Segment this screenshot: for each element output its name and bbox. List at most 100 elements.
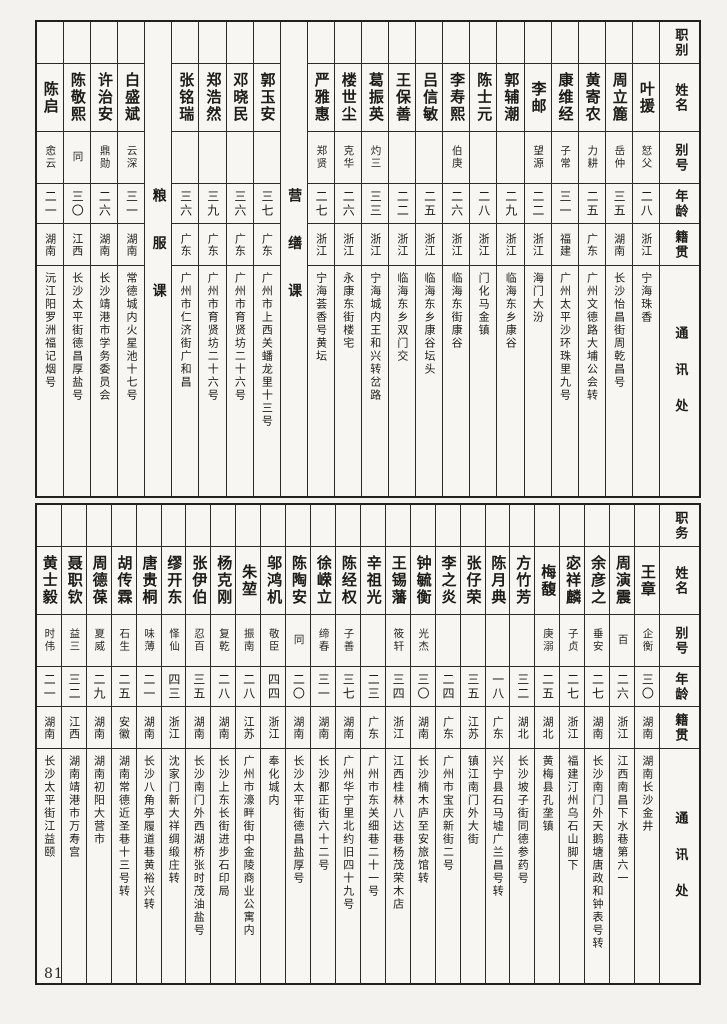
address-cell: 长沙太平街德昌盐厚号	[286, 749, 310, 983]
duty-cell	[585, 505, 610, 547]
age-cell-text: 二八	[241, 672, 256, 701]
name-cell-text: 陈士元	[475, 72, 494, 123]
address-cell: 长沙靖港市学务委员会	[91, 266, 117, 496]
origin-cell: 湖南	[311, 707, 336, 749]
origin-cell-text: 湖南	[192, 715, 206, 740]
alias-cell	[253, 132, 280, 184]
duty-cell	[610, 505, 635, 547]
name-cell-text: 梅馥	[539, 563, 558, 598]
alias-cell-text: 岳仲	[613, 145, 626, 170]
alias-cell-text: 敬臣	[267, 628, 280, 653]
alias-cell-text: 子常	[559, 145, 572, 170]
name-cell: 严雅惠	[307, 64, 334, 132]
page-number: 81	[44, 966, 64, 982]
person-column: 王保善 二二 浙江 临海东乡双门交	[388, 22, 416, 496]
alias-cell: 云深	[118, 132, 145, 184]
name-cell-text: 陈陶安	[290, 555, 308, 606]
address-cell: 长沙坡子街同德参药号	[510, 749, 534, 983]
alias-cell	[416, 132, 443, 184]
age-cell-text: 三五	[612, 189, 627, 218]
address-cell-text: 广州市东关细巷二十一号	[366, 755, 380, 898]
age-cell: 二八	[470, 184, 497, 224]
address-cell-text: 湖南长沙金井	[640, 755, 654, 833]
address-cell-text: 湖南靖港市万寿宫	[67, 755, 81, 859]
name-cell-text: 康维经	[556, 72, 575, 123]
alias-cell-text: 复乾	[217, 628, 230, 653]
address-cell-text: 长沙八角亭履道巷黄裕兴转	[142, 755, 156, 911]
age-cell: 三一	[551, 184, 578, 224]
person-column: 周立簏 岳仲 三五 湖南 长沙怡昌街周乾昌号	[604, 22, 632, 496]
address-cell: 广州太平沙环珠里九号	[552, 266, 578, 496]
age-cell-text: 四四	[266, 672, 281, 701]
address-cell: 长沙南门外西湖桥张时茂油盐号	[186, 749, 210, 983]
name-cell-text: 黄寄农	[583, 72, 602, 123]
alias-cell: 忍百	[186, 615, 211, 667]
age-cell-text: 二三	[366, 672, 381, 701]
age-cell-text: 二六	[97, 189, 112, 218]
alias-cell: 怿仙	[161, 615, 186, 667]
header-alias: 别号	[660, 132, 699, 184]
origin-cell-text: 浙江	[422, 232, 436, 257]
origin-cell: 广东	[172, 224, 199, 266]
age-cell-text: 二九	[503, 189, 518, 218]
duty-cell	[211, 505, 236, 547]
origin-cell-text: 湖南	[612, 232, 626, 257]
origin-cell: 浙江	[524, 224, 551, 266]
alias-cell: 同	[63, 132, 91, 184]
origin-cell: 广东	[578, 224, 605, 266]
name-cell-text: 陈经权	[339, 555, 358, 606]
address-cell-text: 临海东乡康谷	[504, 272, 518, 350]
name-cell: 邬鸿机	[261, 547, 286, 615]
age-cell: 二七	[560, 667, 585, 707]
origin-cell: 江苏	[236, 707, 261, 749]
age-cell: 二八	[236, 667, 261, 707]
address-cell: 海门大汾	[525, 266, 551, 496]
age-cell-text: 三六	[232, 189, 247, 218]
duty-cell	[443, 22, 470, 64]
person-column: 黄寄农 力耕 二五 广东 广州文德路大埔公会转	[577, 22, 605, 496]
person-column: 李邮 望源 二二 浙江 海门大汾	[523, 22, 551, 496]
duty-cell	[416, 22, 443, 64]
name-cell-text: 许治安	[95, 72, 114, 123]
name-cell: 张伊伯	[186, 547, 211, 615]
name-cell: 黄寄农	[578, 64, 605, 132]
origin-cell: 浙江	[560, 707, 585, 749]
name-cell-text: 余彦之	[589, 555, 608, 606]
person-column: 张伊伯 忍百 三五 湖南 长沙南门外西湖桥张时茂油盐号	[185, 505, 211, 983]
origin-cell: 浙江	[261, 707, 286, 749]
origin-cell-text: 浙江	[450, 232, 464, 257]
origin-cell-text: 浙江	[314, 232, 328, 257]
origin-cell: 江西	[61, 707, 86, 749]
origin-cell: 湖南	[336, 707, 360, 749]
person-column: 方竹芳 三二 湖北 长沙坡子街同德参药号	[509, 505, 535, 983]
name-cell: 白盛斌	[118, 64, 145, 132]
address-cell: 永康东街楼宅	[335, 266, 361, 496]
alias-cell-text: 力耕	[586, 145, 599, 170]
duty-cell	[307, 22, 334, 64]
name-cell: 葛振英	[361, 64, 389, 132]
name-cell-text: 郭玉安	[258, 72, 277, 123]
alias-cell: 垂安	[585, 615, 610, 667]
age-cell: 四四	[261, 667, 286, 707]
address-cell-text: 长沙楠木庐至安旅馆转	[416, 755, 430, 885]
address-cell-text: 长沙太平街德昌盐厚号	[291, 755, 305, 885]
name-cell: 周演震	[610, 547, 635, 615]
age-cell-text: 三九	[205, 189, 220, 218]
alias-cell	[485, 615, 510, 667]
origin-cell-text: 广东	[491, 715, 505, 740]
name-cell: 李寿熙	[443, 64, 470, 132]
alias-cell	[460, 615, 485, 667]
duty-cell	[497, 22, 524, 64]
header-column: 职别 姓名 别号 年龄 籍贯 通讯处	[659, 22, 699, 496]
age-cell-text: 三三	[368, 189, 383, 218]
name-cell-text: 葛振英	[366, 72, 385, 123]
address-cell-text: 兴宁县石马墟广兰昌号转	[491, 755, 505, 898]
age-cell-text: 三〇	[416, 672, 431, 701]
header-duty: 职别	[660, 22, 699, 64]
person-column: 白盛斌 云深 三一 湖南 常德城内火星池十七号	[117, 22, 145, 496]
person-column: 邬鸿机 敬臣 四四 浙江 奉化城内	[260, 505, 286, 983]
origin-cell-text: 浙江	[167, 715, 181, 740]
address-cell-text: 临海东乡双门交	[395, 272, 409, 363]
alias-cell	[497, 132, 524, 184]
age-cell: 三〇	[410, 667, 435, 707]
